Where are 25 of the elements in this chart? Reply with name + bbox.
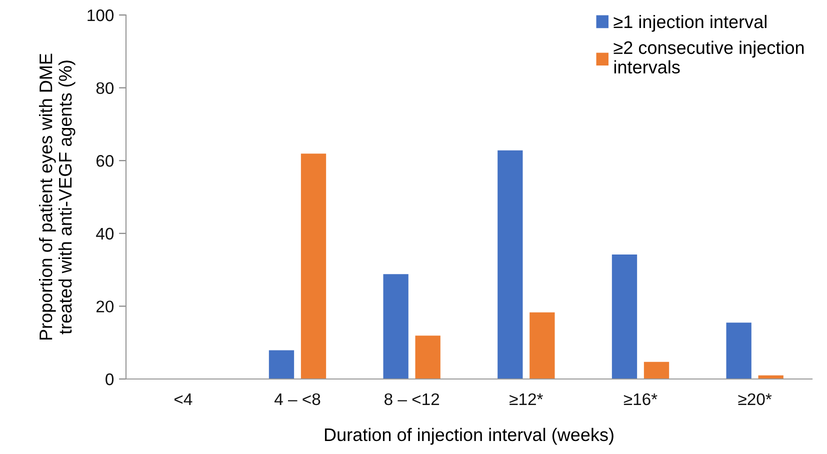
x-tick-label: 4 – <8 bbox=[274, 393, 320, 406]
y-axis-title: Proportion of patient eyes with DME treated with anti-VEGF agents (%) bbox=[39, 54, 76, 340]
y-tick-label: 100 bbox=[88, 9, 114, 22]
x-tick-label: ≥12* bbox=[510, 393, 543, 405]
x-tick-label: ≥20* bbox=[738, 393, 772, 406]
y-tick-label: 0 bbox=[106, 373, 114, 386]
bar bbox=[268, 350, 294, 379]
x-tick-label: ≥16* bbox=[624, 393, 658, 406]
bar bbox=[300, 154, 326, 379]
bar bbox=[726, 322, 752, 379]
y-tick-label: 80 bbox=[96, 82, 114, 94]
x-tick-label: 8 – <12 bbox=[384, 393, 440, 406]
bar bbox=[612, 254, 638, 379]
bar bbox=[530, 312, 555, 379]
y-tick-label: 60 bbox=[96, 155, 114, 167]
x-axis-title: Duration of injection interval (weeks) bbox=[324, 428, 614, 445]
bar bbox=[383, 274, 408, 379]
legend-label: ≥1 injection interval bbox=[614, 14, 766, 32]
bar bbox=[415, 336, 440, 379]
x-tick-label: <4 bbox=[174, 394, 192, 405]
y-tick-label: 40 bbox=[96, 228, 114, 240]
y-tick-label: 20 bbox=[96, 300, 114, 312]
bar bbox=[644, 362, 670, 379]
bar bbox=[498, 150, 523, 379]
legend-label: ≥2 consecutive injection intervals bbox=[614, 40, 804, 74]
